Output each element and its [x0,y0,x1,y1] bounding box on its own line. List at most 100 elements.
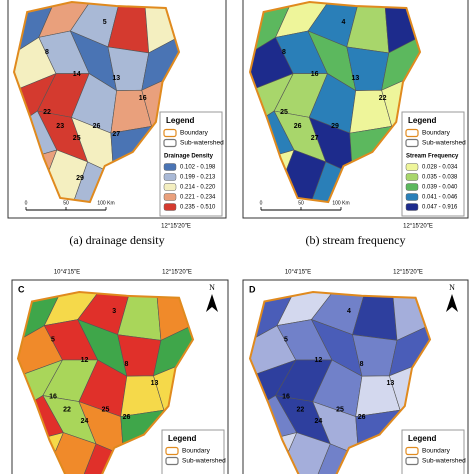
sub-watershed-label: 27 [311,135,319,142]
legend-class-label: 0.047 - 0.916 [422,205,458,211]
legend-title: Legend [166,116,195,125]
legend-class-label: 0.039 - 0.040 [422,185,458,191]
legend-class-label: 0.102 - 0.198 [180,165,216,171]
coordinate-label: 12°15'20"E [393,270,423,276]
sub-watershed-label: 13 [352,75,360,82]
coordinate-label: 12°15'20"E [162,270,192,276]
sub-watershed-label: 29 [76,175,84,182]
legend-item: Sub-watershed [180,140,224,147]
legend-item: Sub-watershed [422,140,466,147]
legend-item: Boundary [422,448,451,455]
boundary [248,290,432,474]
sub-watershed-label: 25 [280,109,288,116]
sub-watershed-label: 13 [112,75,120,82]
legend-class-swatch [405,163,419,171]
legend-class-swatch [405,173,419,181]
legend-title: Legend [408,434,437,443]
sub-watershed-label: 5 [284,336,288,343]
north-label: N [449,283,455,292]
legend-title: Legend [408,116,437,125]
legend-class-label: 0.199 - 0.213 [180,175,216,181]
legend-class-swatch [163,173,177,181]
legend-class-label: 0.235 - 0.510 [180,205,216,211]
sub-watershed-label: 16 [282,393,290,400]
sub-watershed-label: 12 [315,357,323,364]
sub-watershed-label: 16 [311,71,319,78]
boundary [12,0,181,204]
sub-watershed-label: 27 [112,131,120,138]
sub-watershed-label: 8 [125,361,129,368]
sub-watershed-label: 4 [342,19,346,26]
sub-watershed-label: 22 [63,407,71,414]
caption: (b) stream frequency [306,233,406,247]
scale-label: 0 [25,200,28,206]
sub-watershed-label: 8 [45,49,49,56]
legend-class-label: 0.028 - 0.034 [422,165,458,171]
legend-class-swatch [405,203,419,211]
sub-watershed-label: 13 [387,380,395,387]
legend-swatch [405,138,419,148]
sub-watershed-label: 12 [81,357,89,364]
boundary [16,290,195,474]
legend-swatch [405,446,419,456]
legend-swatch [405,128,419,138]
scale-label: 100 Km [97,200,114,206]
coordinate-label: 10°4'15"E [54,270,80,276]
sub-watershed-label: 26 [358,414,366,421]
legend-class-title: Stream Frequency [406,154,459,160]
legend-class-swatch [405,193,419,201]
panel-letter: C [18,284,25,294]
legend-class-label: 0.041 - 0.046 [422,195,458,201]
sub-watershed-label: 16 [49,393,57,400]
sub-watershed-label: 29 [331,123,339,130]
legend-class-label: 0.214 - 0.220 [180,185,216,191]
scale-label: 0 [260,200,263,206]
north-arrow [446,294,458,312]
sub-watershed-label: 26 [93,123,101,130]
sub-watershed-label: 14 [73,71,81,78]
legend-class-swatch [405,183,419,191]
legend-swatch [163,128,177,138]
legend-title: Legend [168,434,197,443]
sub-watershed-label: 5 [103,19,107,26]
legend-class-swatch [163,193,177,201]
legend-item: Boundary [182,448,211,455]
sub-watershed-label: 3 [112,308,116,315]
legend-class-swatch [163,203,177,211]
sub-watershed-label: 5 [51,336,55,343]
north-arrow [206,294,218,312]
sub-watershed-label: 26 [294,123,302,130]
legend-item: Boundary [180,130,209,137]
north-label: N [209,283,215,292]
legend-item: Sub-watershed [422,458,466,465]
coordinate-label: 12°15'20"E [161,224,191,230]
sub-watershed-label: 24 [81,418,89,425]
scale-label: 50 [298,200,304,206]
sub-watershed-label: 24 [315,418,323,425]
legend-class-label: 0.221 - 0.234 [180,195,216,201]
sub-watershed-label: 16 [139,95,147,102]
sub-watershed-label: 25 [102,407,110,414]
sub-watershed-label: 8 [360,361,364,368]
legend-swatch [405,456,419,466]
legend-item: Sub-watershed [182,458,226,465]
legend-swatch [163,138,177,148]
legend-class-swatch [163,183,177,191]
boundary [248,0,422,204]
caption: (a) drainage density [69,233,164,247]
sub-watershed-label: 26 [123,414,131,421]
legend-swatch [165,456,179,466]
sub-watershed-label: 25 [336,407,344,414]
scale-label: 100 Km [332,200,349,206]
sub-watershed-label: 8 [282,49,286,56]
sub-watershed-label: 13 [151,380,159,387]
legend-item: Boundary [422,130,451,137]
sub-watershed-label: 22 [379,95,387,102]
scale-label: 50 [63,200,69,206]
sub-watershed-label: 25 [73,135,81,142]
coordinate-label: 10°4'15"E [285,270,311,276]
sub-watershed-label: 22 [43,109,51,116]
legend-class-swatch [163,163,177,171]
sub-watershed-label: 4 [347,308,351,315]
